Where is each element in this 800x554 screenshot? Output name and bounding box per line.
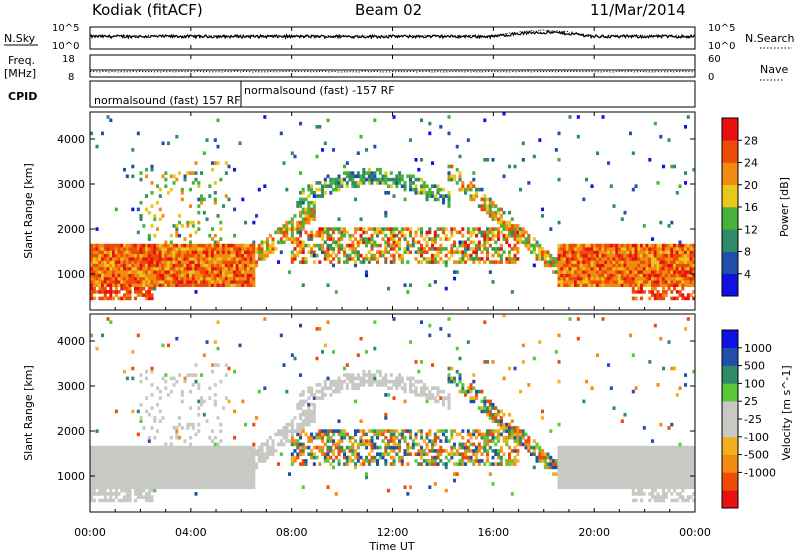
x-axis-label: Time UT [368, 540, 414, 553]
y-tick-label: 4000 [57, 335, 85, 348]
velocity-colorbar-tick: 25 [744, 395, 758, 408]
x-tick-label: 08:00 [276, 526, 308, 539]
power-ylabel: Slant Range [km] [22, 163, 35, 259]
power-colorbar-label: Power [dB] [778, 177, 791, 237]
nave-trace [90, 70, 696, 73]
nsky-strip: N.Sky 10^5 10^0 10^5 10^0 N.Search [4, 23, 795, 52]
y-tick-label: 2000 [57, 425, 85, 438]
x-tick-label: 00:00 [74, 526, 106, 539]
x-tick-label: 04:00 [175, 526, 207, 539]
velocity-colorbar: 1000 500 100 25 -25 -100 -500 -1000 Velocity [m… [721, 329, 793, 509]
velocity-colorbar-tick: -1000 [744, 466, 776, 479]
cpid-mode-1: normalsound (fast) 157 RF [94, 94, 241, 107]
velocity-heatmap [90, 313, 696, 503]
velocity-colorbar-swatch [722, 419, 738, 438]
velocity-colorbar-swatch [722, 490, 738, 509]
power-colorbar-swatch [722, 273, 738, 297]
y-tick-label: 4000 [57, 133, 85, 146]
nsearch-tick-bottom: 10^0 [708, 41, 735, 52]
power-colorbar-tick: 12 [744, 223, 758, 236]
y-tick-label: 2000 [57, 223, 85, 236]
power-colorbar-tick: 24 [744, 157, 758, 170]
x-tick-label: 00:00 [679, 526, 711, 539]
power-colorbar-swatch [722, 207, 738, 230]
velocity-colorbar-label: Velocity [m s^-1] [780, 365, 793, 460]
velocity-colorbar-swatch [722, 454, 738, 473]
y-tick-label: 1000 [57, 470, 85, 483]
freq-strip: Freq. [MHz] 18 8 60 0 Nave [4, 54, 788, 83]
velocity-panel: 1000 2000 3000 4000 Slant Range [km] [22, 313, 696, 513]
power-panel: 1000 2000 3000 4000 Slant Range [km] [22, 111, 696, 311]
power-colorbar-tick: 4 [744, 268, 751, 281]
freq-label-line1: Freq. [8, 54, 35, 67]
y-tick-label: 1000 [57, 268, 85, 281]
velocity-ylabel: Slant Range [km] [22, 365, 35, 461]
power-colorbar-tick: 20 [744, 179, 758, 192]
power-y-axis: 1000 2000 3000 4000 [57, 133, 695, 281]
power-colorbar-swatch [722, 140, 738, 163]
station-title: Kodiak (fitACF) [92, 1, 203, 19]
velocity-y-axis: 1000 2000 3000 4000 [57, 335, 695, 483]
freq-tick-top: 18 [62, 54, 75, 65]
power-colorbar-tick: 8 [744, 246, 751, 259]
velocity-colorbar-swatch [722, 401, 738, 420]
nave-label: Nave [760, 63, 788, 76]
power-colorbar-swatch [722, 229, 738, 252]
y-tick-label: 3000 [57, 178, 85, 191]
velocity-colorbar-swatch [722, 472, 738, 491]
date-title: 11/Mar/2014 [590, 1, 686, 19]
velocity-colorbar-tick: -500 [744, 449, 769, 462]
nsearch-trace [89, 29, 696, 38]
nsearch-tick-top: 10^5 [708, 23, 735, 34]
nsky-label: N.Sky [4, 32, 36, 45]
cpid-mode-2: normalsound (fast) -157 RF [244, 84, 395, 97]
velocity-colorbar-swatch [722, 330, 738, 349]
nave-tick-top: 60 [708, 54, 721, 65]
freq-label-line2: [MHz] [4, 67, 36, 80]
velocity-colorbar-tick: -25 [744, 413, 762, 426]
power-colorbar: 4 8 12 16 20 24 28 Power [dB] [721, 117, 791, 297]
power-colorbar-tick: 16 [744, 201, 758, 214]
velocity-colorbar-tick: 100 [744, 377, 765, 390]
cpid-label: CPID [8, 90, 37, 103]
power-colorbar-swatch [722, 162, 738, 186]
time-x-axis: 00:00 04:00 08:00 12:00 16:00 20:00 00:00 [74, 27, 711, 539]
velocity-colorbar-swatch [722, 383, 738, 402]
beam-title: Beam 02 [355, 1, 422, 19]
x-tick-label: 20:00 [578, 526, 610, 539]
velocity-colorbar-swatch [722, 436, 738, 455]
x-tick-label: 16:00 [477, 526, 509, 539]
power-colorbar-swatch [722, 184, 738, 208]
power-colorbar-swatch [722, 251, 738, 275]
nsky-tick-bottom: 10^0 [52, 41, 79, 52]
power-heatmap [90, 111, 696, 301]
power-colorbar-tick: 28 [744, 134, 758, 147]
nsky-trace [89, 29, 696, 40]
freq-tick-bottom: 8 [68, 72, 74, 83]
nsky-tick-top: 10^5 [52, 23, 79, 34]
y-tick-label: 3000 [57, 380, 85, 393]
nave-tick-bottom: 0 [708, 72, 714, 83]
velocity-colorbar-tick: -100 [744, 431, 769, 444]
velocity-colorbar-tick: 1000 [744, 342, 772, 355]
velocity-colorbar-swatch [722, 347, 738, 366]
nsearch-label: N.Search [745, 32, 795, 45]
velocity-colorbar-swatch [722, 365, 738, 384]
velocity-colorbar-tick: 500 [744, 360, 765, 373]
x-tick-label: 12:00 [377, 526, 409, 539]
power-colorbar-swatch [722, 118, 738, 141]
cpid-strip: CPID normalsound (fast) 157 RF normalsou… [8, 80, 696, 108]
